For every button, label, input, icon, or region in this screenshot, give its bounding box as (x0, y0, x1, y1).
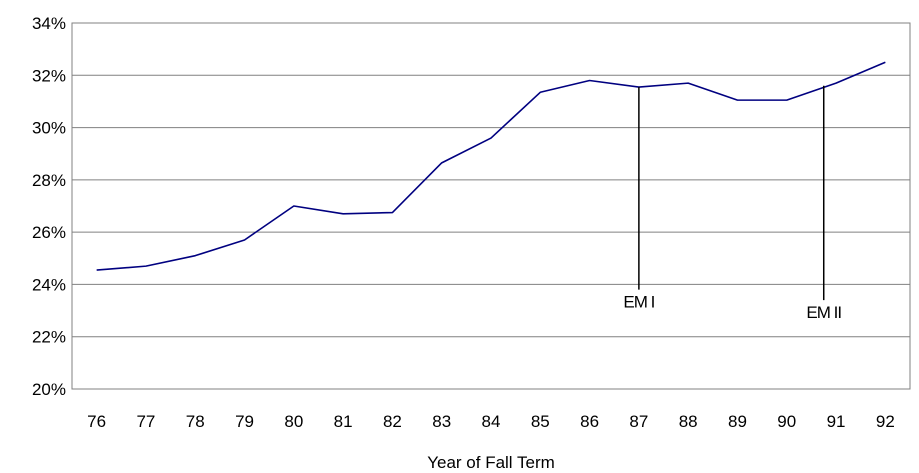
x-axis-title: Year of Fall Term (427, 453, 555, 472)
x-tick-label: 77 (136, 412, 155, 431)
y-tick-label: 28% (32, 171, 66, 190)
y-tick-label: 34% (32, 14, 66, 33)
x-tick-label: 89 (728, 412, 747, 431)
x-tick-label: 79 (235, 412, 254, 431)
x-tick-label: 84 (482, 412, 501, 431)
x-tick-label: 86 (580, 412, 599, 431)
y-tick-label: 24% (32, 275, 66, 294)
series-layer (97, 62, 886, 270)
x-tick-label: 82 (383, 412, 402, 431)
gridlines (72, 23, 910, 389)
series-line (97, 62, 886, 270)
y-tick-label: 30% (32, 119, 66, 138)
x-axis-ticks: 76 77 78 79 80 81 82 83 84 85 86 87 88 89 90 91 92 (87, 412, 895, 431)
x-tick-label: 80 (284, 412, 303, 431)
x-tick-label: 91 (827, 412, 846, 431)
annotations-layer: EM I EM II (623, 86, 841, 322)
x-tick-label: 78 (186, 412, 205, 431)
y-axis-ticks: 20% 22% 24% 26% 28% 30% 32% 34% (32, 14, 66, 399)
x-tick-label: 83 (432, 412, 451, 431)
x-tick-label: 81 (334, 412, 353, 431)
plot-area-frame (72, 23, 910, 389)
annotation-label: EM II (806, 303, 841, 322)
y-tick-label: 22% (32, 328, 66, 347)
x-tick-label: 76 (87, 412, 106, 431)
annotation-label: EM I (623, 293, 654, 312)
y-tick-label: 26% (32, 223, 66, 242)
x-tick-label: 85 (531, 412, 550, 431)
x-tick-label: 90 (777, 412, 796, 431)
x-tick-label: 87 (629, 412, 648, 431)
x-tick-label: 88 (679, 412, 698, 431)
x-tick-label: 92 (876, 412, 895, 431)
y-tick-label: 20% (32, 380, 66, 399)
y-tick-label: 32% (32, 66, 66, 85)
